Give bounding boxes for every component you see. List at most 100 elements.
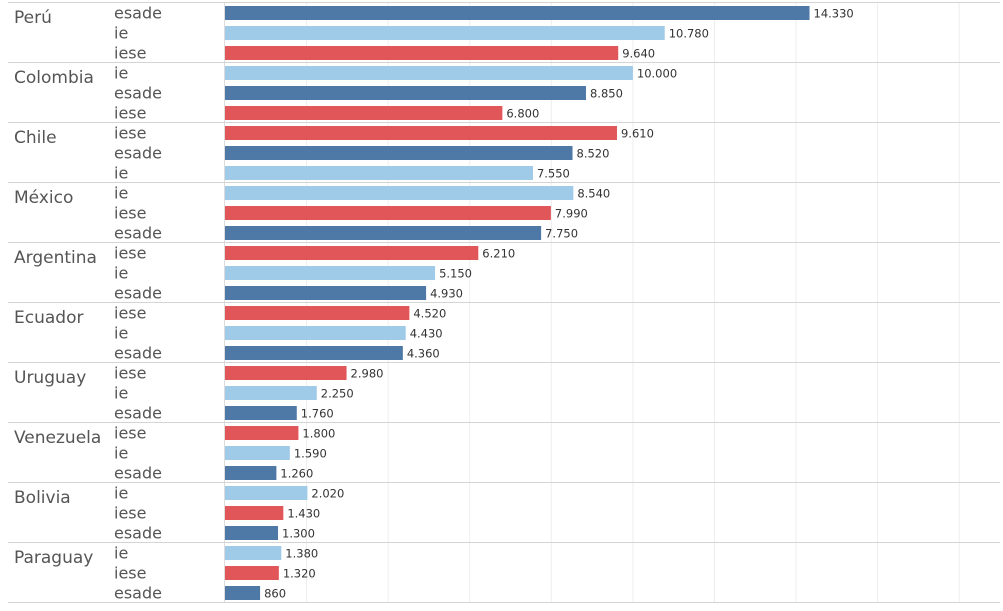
school-label: esade	[114, 224, 162, 243]
bar-esade	[225, 6, 810, 20]
bar-iese	[225, 206, 551, 220]
value-label: 10.000	[637, 67, 677, 81]
value-label: 9.640	[622, 47, 655, 61]
school-label: esade	[114, 144, 162, 163]
school-label: esade	[114, 84, 162, 103]
school-label: iese	[114, 564, 146, 583]
value-label: 2.980	[351, 367, 384, 381]
school-label: ie	[114, 324, 128, 343]
value-label: 1.300	[282, 527, 315, 541]
bar-esade	[225, 586, 261, 600]
country-label: Venezuela	[14, 428, 101, 448]
country-label: México	[14, 188, 73, 208]
school-label: iese	[114, 424, 146, 443]
bar-esade	[225, 86, 586, 100]
school-label: ie	[114, 544, 128, 563]
school-label: ie	[114, 384, 128, 403]
value-label: 2.020	[311, 487, 344, 501]
bar-esade	[225, 526, 279, 540]
bar-ie	[225, 546, 282, 560]
bar-esade	[225, 146, 573, 160]
bar-ie	[225, 26, 665, 40]
country-label: Argentina	[14, 248, 97, 268]
value-label: 4.360	[407, 347, 440, 361]
school-label: iese	[114, 44, 146, 63]
value-label: 1.760	[301, 407, 334, 421]
value-label: 8.540	[577, 187, 610, 201]
value-label: 1.260	[280, 467, 313, 481]
country-label: Ecuador	[14, 308, 83, 328]
school-label: iese	[114, 504, 146, 523]
bar-iese	[225, 366, 347, 380]
bar-ie	[225, 386, 317, 400]
value-label: 9.610	[621, 127, 654, 141]
bar-esade	[225, 346, 403, 360]
school-label: iese	[114, 124, 146, 143]
value-label: 1.590	[294, 447, 327, 461]
bar-esade	[225, 466, 277, 480]
bar-esade	[225, 286, 427, 300]
value-label: 4.520	[413, 307, 446, 321]
value-label: 6.210	[482, 247, 515, 261]
bar-iese	[225, 126, 617, 140]
school-label: iese	[114, 364, 146, 383]
bar-ie	[225, 166, 533, 180]
value-label: 1.380	[285, 547, 318, 561]
school-label: ie	[114, 24, 128, 43]
bar-ie	[225, 266, 436, 280]
value-label: 10.780	[669, 27, 709, 41]
country-label: Chile	[14, 128, 57, 148]
school-label: esade	[114, 464, 162, 483]
bar-iese	[225, 426, 299, 440]
value-label: 14.330	[814, 7, 854, 21]
school-label: iese	[114, 204, 146, 223]
school-label: ie	[114, 64, 128, 83]
bar-ie	[225, 66, 633, 80]
country-label: Colombia	[14, 68, 94, 88]
bar-iese	[225, 246, 479, 260]
value-label: 7.990	[555, 207, 588, 221]
school-label: ie	[114, 164, 128, 183]
bar-esade	[225, 406, 297, 420]
bar-ie	[225, 486, 308, 500]
school-label: iese	[114, 104, 146, 123]
school-label: ie	[114, 184, 128, 203]
value-label: 860	[264, 587, 286, 601]
country-label: Bolivia	[14, 488, 71, 508]
school-label: iese	[114, 304, 146, 323]
value-label: 6.800	[506, 107, 539, 121]
school-label: ie	[114, 264, 128, 283]
value-label: 1.320	[283, 567, 316, 581]
value-label: 8.850	[590, 87, 623, 101]
value-label: 8.520	[577, 147, 610, 161]
bar-ie	[225, 326, 406, 340]
value-label: 4.930	[430, 287, 463, 301]
bar-iese	[225, 566, 279, 580]
value-label: 5.150	[439, 267, 472, 281]
school-label: esade	[114, 524, 162, 543]
value-label: 1.800	[302, 427, 335, 441]
school-label: iese	[114, 244, 146, 263]
bar-iese	[225, 46, 619, 60]
school-label: esade	[114, 4, 162, 23]
value-label: 4.430	[410, 327, 443, 341]
school-label: esade	[114, 404, 162, 423]
school-label: ie	[114, 484, 128, 503]
bar-esade	[225, 226, 542, 240]
school-label: esade	[114, 284, 162, 303]
school-label: ie	[114, 444, 128, 463]
value-label: 2.250	[321, 387, 354, 401]
school-label: esade	[114, 584, 162, 603]
value-label: 7.550	[537, 167, 570, 181]
bar-ie	[225, 446, 290, 460]
bar-ie	[225, 186, 574, 200]
bar-iese	[225, 106, 503, 120]
country-label: Perú	[14, 8, 52, 28]
country-label: Paraguay	[14, 548, 93, 568]
country-label: Uruguay	[14, 368, 86, 388]
value-label: 1.430	[287, 507, 320, 521]
bar-iese	[225, 306, 410, 320]
value-label: 7.750	[545, 227, 578, 241]
bar-iese	[225, 506, 284, 520]
